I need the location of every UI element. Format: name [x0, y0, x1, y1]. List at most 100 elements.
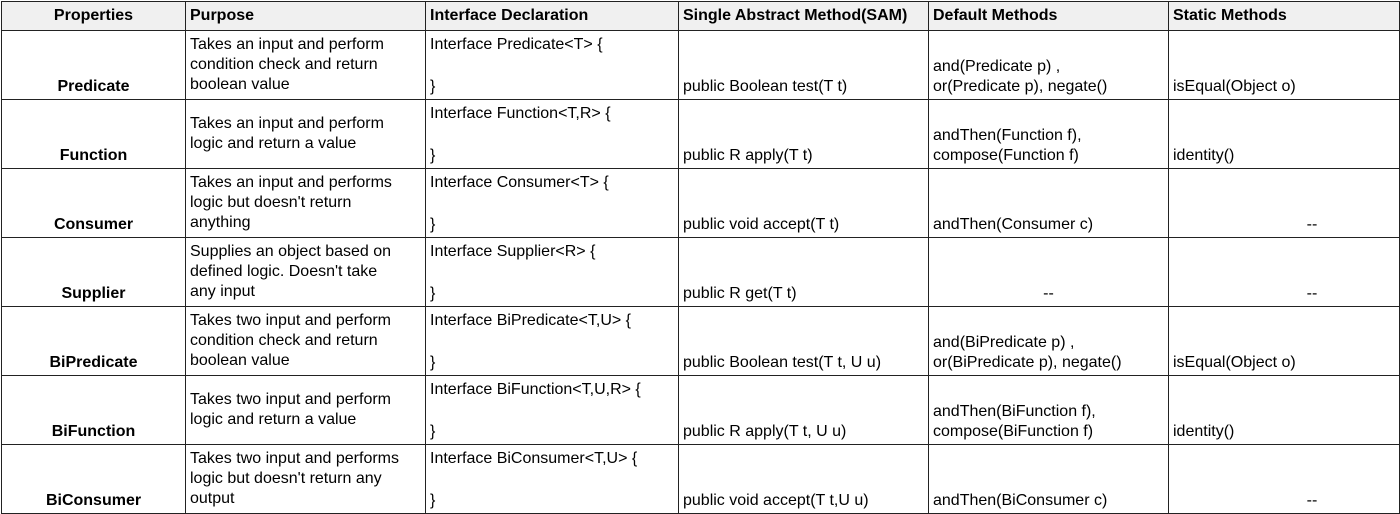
property-cell: Consumer	[1, 168, 186, 238]
declaration-close: }	[430, 216, 436, 233]
header-default-methods: Default Methods	[928, 1, 1169, 31]
purpose-line: boolean value	[190, 351, 290, 369]
static-methods-cell: isEqual(Object o)	[1168, 306, 1400, 376]
header-properties: Properties	[1, 1, 186, 31]
purpose-line: boolean value	[190, 75, 290, 93]
purpose-line: anything	[190, 213, 251, 231]
property-cell: Function	[1, 99, 186, 169]
default-method-line: or(Predicate p), negate()	[933, 78, 1108, 95]
declaration-cell: Interface BiPredicate<T,U> {}	[425, 306, 679, 376]
purpose-line: Takes an input and performs	[190, 173, 392, 191]
declaration-open: Interface BiFunction<T,U,R> {	[430, 381, 641, 398]
declaration-wrap: Interface BiConsumer<T,U> {}	[430, 449, 674, 511]
declaration-open: Interface BiPredicate<T,U> {	[430, 312, 631, 329]
purpose-line: defined logic. Doesn't take	[190, 262, 378, 280]
property-cell: Supplier	[1, 237, 186, 307]
declaration-cell: Interface BiConsumer<T,U> {}	[425, 444, 679, 514]
table-row: Supplier Supplies an object based on defin…	[1, 237, 1400, 307]
default-methods-cell: andThen(BiConsumer c)	[928, 444, 1169, 514]
header-purpose: Purpose	[185, 1, 426, 31]
static-methods-cell: --	[1168, 168, 1400, 238]
declaration-open: Interface Function<T,R> {	[430, 105, 611, 122]
header-row: Properties Purpose Interface Declaration…	[1, 1, 1400, 31]
purpose-cell: Supplies an object based on defined logic…	[185, 237, 426, 307]
declaration-close: }	[430, 285, 436, 302]
default-methods-cell: andThen(BiFunction f), compose(BiFunction…	[928, 375, 1169, 445]
declaration-close: }	[430, 147, 436, 164]
static-methods-cell: identity()	[1168, 375, 1400, 445]
header-static-methods: Static Methods	[1168, 1, 1400, 31]
purpose-line: condition check and return	[190, 331, 378, 349]
declaration-wrap: Interface Function<T,R> {}	[430, 104, 674, 166]
declaration-open: Interface Predicate<T> {	[430, 36, 603, 53]
declaration-open: Interface Consumer<T> {	[430, 174, 609, 191]
default-method-line: and(Predicate p) ,	[933, 58, 1061, 75]
static-methods-cell: --	[1168, 444, 1400, 514]
default-methods-cell: andThen(Function f), compose(Function f)	[928, 99, 1169, 169]
purpose-line: output	[190, 489, 235, 507]
header-single-abstract-method: Single Abstract Method(SAM)	[678, 1, 929, 31]
default-method-line: andThen(Function f),	[933, 127, 1082, 144]
declaration-wrap: Interface BiPredicate<T,U> {}	[430, 311, 674, 373]
declaration-wrap: Interface BiFunction<T,U,R> {}	[430, 380, 674, 442]
declaration-wrap: Interface Supplier<R> {}	[430, 242, 674, 304]
table-row: Function Takes an input and perform logic …	[1, 99, 1400, 169]
default-methods-cell: --	[928, 237, 1169, 307]
purpose-line: Takes an input and perform	[190, 35, 384, 53]
default-method-line: andThen(Consumer c)	[933, 216, 1094, 233]
default-method-line: compose(Function f)	[933, 147, 1079, 164]
declaration-open: Interface Supplier<R> {	[430, 243, 596, 260]
property-cell: Predicate	[1, 30, 186, 100]
purpose-line: logic but doesn't return	[190, 193, 352, 211]
purpose-line: logic and return a value	[190, 134, 357, 152]
default-methods-cell: and(Predicate p) , or(Predicate p), negat…	[928, 30, 1169, 100]
sam-cell: public R apply(T t)	[678, 99, 929, 169]
static-methods-cell: identity()	[1168, 99, 1400, 169]
purpose-line: Takes two input and perform	[190, 390, 391, 408]
purpose-cell: Takes an input and perform logic and retu…	[185, 99, 426, 169]
purpose-cell: Takes two input and performs logic but do…	[185, 444, 426, 514]
sam-cell: public R get(T t)	[678, 237, 929, 307]
property-cell: BiConsumer	[1, 444, 186, 514]
default-methods-cell: and(BiPredicate p) , or(BiPredicate p), n…	[928, 306, 1169, 376]
purpose-line: Supplies an object based on	[190, 242, 392, 260]
purpose-line: logic and return a value	[190, 410, 357, 428]
sam-cell: public void accept(T t,U u)	[678, 444, 929, 514]
default-method-line: andThen(BiFunction f),	[933, 403, 1096, 420]
table-row: BiPredicate Takes two input and perform co…	[1, 306, 1400, 376]
purpose-cell: Takes two input and perform condition che…	[185, 306, 426, 376]
declaration-cell: Interface Supplier<R> {}	[425, 237, 679, 307]
purpose-line: condition check and return	[190, 55, 378, 73]
purpose-line: logic but doesn't return any	[190, 469, 382, 487]
default-method-line: compose(BiFunction f)	[933, 423, 1094, 440]
declaration-close: }	[430, 423, 436, 440]
property-cell: BiPredicate	[1, 306, 186, 376]
sam-cell: public R apply(T t, U u)	[678, 375, 929, 445]
table-body: Predicate Takes an input and perform condi…	[1, 30, 1400, 514]
declaration-cell: Interface BiFunction<T,U,R> {}	[425, 375, 679, 445]
declaration-close: }	[430, 492, 436, 509]
table-row: BiConsumer Takes two input and performs lo…	[1, 444, 1400, 514]
sam-cell: public Boolean test(T t)	[678, 30, 929, 100]
property-cell: BiFunction	[1, 375, 186, 445]
purpose-line: Takes two input and perform	[190, 311, 391, 329]
static-methods-cell: --	[1168, 237, 1400, 307]
purpose-line: Takes an input and perform	[190, 114, 384, 132]
table-row: Consumer Takes an input and performs logic…	[1, 168, 1400, 238]
declaration-wrap: Interface Consumer<T> {}	[430, 173, 674, 235]
default-method-line: and(BiPredicate p) ,	[933, 334, 1075, 351]
declaration-cell: Interface Function<T,R> {}	[425, 99, 679, 169]
declaration-close: }	[430, 78, 436, 95]
table-row: BiFunction Takes two input and perform log…	[1, 375, 1400, 445]
header-interface-declaration: Interface Declaration	[425, 1, 679, 31]
purpose-cell: Takes an input and performs logic but doe…	[185, 168, 426, 238]
purpose-line: any input	[190, 282, 255, 300]
declaration-close: }	[430, 354, 436, 371]
static-methods-cell: isEqual(Object o)	[1168, 30, 1400, 100]
declaration-cell: Interface Consumer<T> {}	[425, 168, 679, 238]
default-methods-cell: andThen(Consumer c)	[928, 168, 1169, 238]
table-row: Predicate Takes an input and perform condi…	[1, 30, 1400, 100]
declaration-cell: Interface Predicate<T> {}	[425, 30, 679, 100]
default-method-line: --	[1043, 285, 1054, 302]
purpose-cell: Takes an input and perform condition chec…	[185, 30, 426, 100]
